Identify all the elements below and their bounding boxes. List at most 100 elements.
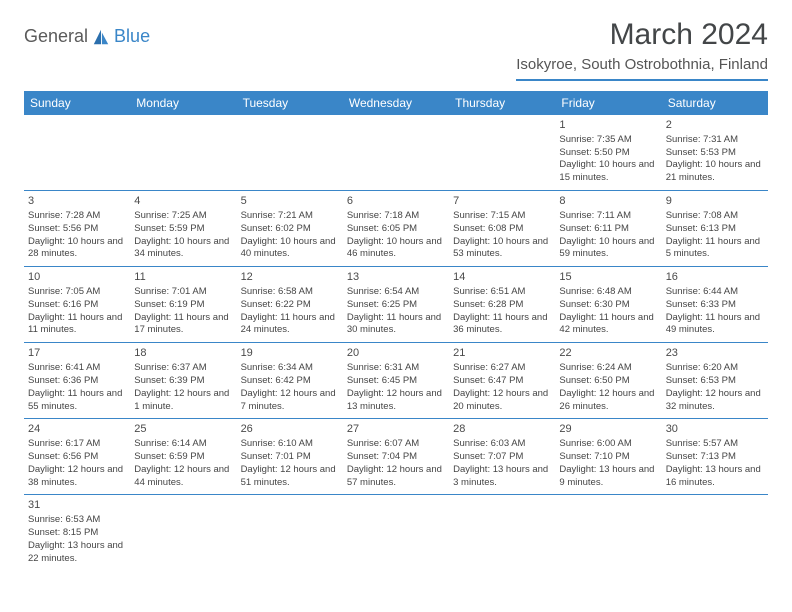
day-number: 30	[666, 422, 764, 437]
calendar-body: 1Sunrise: 7:35 AMSunset: 5:50 PM Daylight…	[24, 115, 768, 571]
sunset-line: Sunset: 6:22 PM	[241, 299, 339, 312]
sunset-line: Sunset: 7:04 PM	[347, 451, 445, 464]
sunrise-line: Sunrise: 6:07 AM	[347, 438, 445, 451]
sunrise-line: Sunrise: 7:21 AM	[241, 210, 339, 223]
daylight-line: Daylight: 10 hours and 46 minutes.	[347, 236, 445, 262]
day-cell-empty	[449, 495, 555, 570]
day-cell-empty	[237, 115, 343, 190]
sunrise-line: Sunrise: 6:44 AM	[666, 286, 764, 299]
day-number: 17	[28, 346, 126, 361]
day-header-cell: Tuesday	[237, 91, 343, 115]
day-number: 23	[666, 346, 764, 361]
day-cell: 22Sunrise: 6:24 AMSunset: 6:50 PMDayligh…	[555, 343, 661, 418]
sunset-line: Sunset: 7:07 PM	[453, 451, 551, 464]
sunset-line: Sunset: 7:13 PM	[666, 451, 764, 464]
day-cell: 3Sunrise: 7:28 AMSunset: 5:56 PMDaylight…	[24, 191, 130, 266]
daylight-line: Daylight: 12 hours and 13 minutes.	[347, 388, 445, 414]
sunrise-line: Sunrise: 6:54 AM	[347, 286, 445, 299]
day-number: 6	[347, 194, 445, 209]
day-cell: 7Sunrise: 7:15 AMSunset: 6:08 PMDaylight…	[449, 191, 555, 266]
day-cell: 11Sunrise: 7:01 AMSunset: 6:19 PMDayligh…	[130, 267, 236, 342]
sunrise-line: Sunrise: 7:05 AM	[28, 286, 126, 299]
day-number: 15	[559, 270, 657, 285]
sunset-line: Sunset: 6:36 PM	[28, 375, 126, 388]
day-number: 5	[241, 194, 339, 209]
daylight-line: Daylight: 13 hours and 22 minutes.	[28, 540, 126, 566]
day-number: 14	[453, 270, 551, 285]
day-cell: 14Sunrise: 6:51 AMSunset: 6:28 PMDayligh…	[449, 267, 555, 342]
sunrise-line: Sunrise: 7:11 AM	[559, 210, 657, 223]
daylight-line: Daylight: 13 hours and 3 minutes.	[453, 464, 551, 490]
day-cell-empty	[343, 495, 449, 570]
day-cell: 6Sunrise: 7:18 AMSunset: 6:05 PMDaylight…	[343, 191, 449, 266]
sunrise-line: Sunrise: 7:25 AM	[134, 210, 232, 223]
sunset-line: Sunset: 6:25 PM	[347, 299, 445, 312]
sunrise-line: Sunrise: 6:51 AM	[453, 286, 551, 299]
day-cell: 30Sunrise: 5:57 AMSunset: 7:13 PMDayligh…	[662, 419, 768, 494]
daylight-line: Daylight: 11 hours and 11 minutes.	[28, 312, 126, 338]
sunset-line: Sunset: 6:33 PM	[666, 299, 764, 312]
sunset-line: Sunset: 6:30 PM	[559, 299, 657, 312]
sunrise-line: Sunrise: 7:01 AM	[134, 286, 232, 299]
title-block: March 2024 Isokyroe, South Ostrobothnia,…	[516, 18, 768, 81]
daylight-line: Daylight: 10 hours and 34 minutes.	[134, 236, 232, 262]
sunset-line: Sunset: 6:19 PM	[134, 299, 232, 312]
day-cell: 2Sunrise: 7:31 AMSunset: 5:53 PMDaylight…	[662, 115, 768, 190]
day-number: 11	[134, 270, 232, 285]
sunset-line: Sunset: 6:13 PM	[666, 223, 764, 236]
location-text: Isokyroe, South Ostrobothnia, Finland	[516, 56, 768, 81]
sunset-line: Sunset: 6:11 PM	[559, 223, 657, 236]
daylight-line: Daylight: 12 hours and 44 minutes.	[134, 464, 232, 490]
day-header-cell: Thursday	[449, 91, 555, 115]
page-title: March 2024	[516, 18, 768, 52]
day-header-cell: Saturday	[662, 91, 768, 115]
sunset-line: Sunset: 6:16 PM	[28, 299, 126, 312]
sunrise-line: Sunrise: 6:24 AM	[559, 362, 657, 375]
daylight-line: Daylight: 12 hours and 1 minute.	[134, 388, 232, 414]
daylight-line: Daylight: 11 hours and 17 minutes.	[134, 312, 232, 338]
day-number: 18	[134, 346, 232, 361]
day-cell-empty	[662, 495, 768, 570]
day-cell: 5Sunrise: 7:21 AMSunset: 6:02 PMDaylight…	[237, 191, 343, 266]
day-cell: 13Sunrise: 6:54 AMSunset: 6:25 PMDayligh…	[343, 267, 449, 342]
day-cell: 8Sunrise: 7:11 AMSunset: 6:11 PMDaylight…	[555, 191, 661, 266]
daylight-line: Daylight: 11 hours and 5 minutes.	[666, 236, 764, 262]
sunset-line: Sunset: 5:59 PM	[134, 223, 232, 236]
daylight-line: Daylight: 10 hours and 53 minutes.	[453, 236, 551, 262]
day-cell: 20Sunrise: 6:31 AMSunset: 6:45 PMDayligh…	[343, 343, 449, 418]
logo-sail-icon	[92, 28, 110, 46]
daylight-line: Daylight: 12 hours and 57 minutes.	[347, 464, 445, 490]
sunrise-line: Sunrise: 5:57 AM	[666, 438, 764, 451]
day-header-cell: Monday	[130, 91, 236, 115]
daylight-line: Daylight: 10 hours and 59 minutes.	[559, 236, 657, 262]
daylight-line: Daylight: 10 hours and 21 minutes.	[666, 159, 764, 185]
day-cell: 17Sunrise: 6:41 AMSunset: 6:36 PMDayligh…	[24, 343, 130, 418]
header: General Blue March 2024 Isokyroe, South …	[24, 18, 768, 81]
logo: General Blue	[24, 26, 150, 47]
day-cell: 23Sunrise: 6:20 AMSunset: 6:53 PMDayligh…	[662, 343, 768, 418]
day-cell-empty	[555, 495, 661, 570]
sunset-line: Sunset: 5:50 PM	[559, 147, 657, 160]
sunset-line: Sunset: 5:53 PM	[666, 147, 764, 160]
sunrise-line: Sunrise: 6:34 AM	[241, 362, 339, 375]
day-number: 8	[559, 194, 657, 209]
day-cell: 1Sunrise: 7:35 AMSunset: 5:50 PMDaylight…	[555, 115, 661, 190]
day-number: 1	[559, 118, 657, 133]
day-number: 4	[134, 194, 232, 209]
day-number: 24	[28, 422, 126, 437]
day-number: 10	[28, 270, 126, 285]
day-number: 9	[666, 194, 764, 209]
day-cell: 19Sunrise: 6:34 AMSunset: 6:42 PMDayligh…	[237, 343, 343, 418]
day-number: 12	[241, 270, 339, 285]
daylight-line: Daylight: 11 hours and 55 minutes.	[28, 388, 126, 414]
sunrise-line: Sunrise: 6:10 AM	[241, 438, 339, 451]
day-header-row: SundayMondayTuesdayWednesdayThursdayFrid…	[24, 91, 768, 115]
week-row: 10Sunrise: 7:05 AMSunset: 6:16 PMDayligh…	[24, 267, 768, 343]
daylight-line: Daylight: 12 hours and 38 minutes.	[28, 464, 126, 490]
sunrise-line: Sunrise: 6:00 AM	[559, 438, 657, 451]
sunset-line: Sunset: 6:59 PM	[134, 451, 232, 464]
day-cell-empty	[237, 495, 343, 570]
daylight-line: Daylight: 10 hours and 28 minutes.	[28, 236, 126, 262]
sunset-line: Sunset: 6:08 PM	[453, 223, 551, 236]
sunrise-line: Sunrise: 7:35 AM	[559, 134, 657, 147]
